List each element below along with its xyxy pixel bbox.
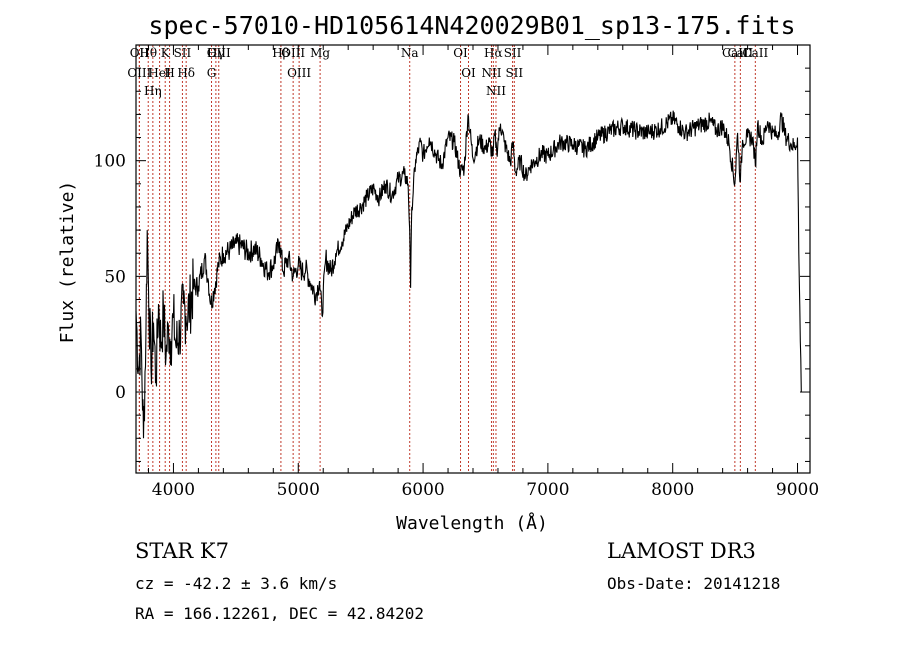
y-tick-label: 0 <box>115 383 126 403</box>
spectral-line-label: Na <box>401 46 419 60</box>
x-tick-label: 4000 <box>152 480 195 500</box>
spectral-line-label: OIII <box>281 46 305 60</box>
spectral-line-label: OIII <box>127 66 151 80</box>
spectral-line-label: CaII <box>722 46 748 60</box>
x-tick-label: 8000 <box>651 480 694 500</box>
y-tick-label: 50 <box>104 267 126 287</box>
spectral-line-label: OI <box>461 66 476 80</box>
spectral-line-label: CaII <box>727 46 753 60</box>
spectral-line-label: K <box>161 46 171 60</box>
spectral-line-label: OIII <box>207 46 231 60</box>
sky-coordinates: RA = 166.12261, DEC = 42.84202 <box>135 604 424 623</box>
spectral-line-label: OII <box>130 46 150 60</box>
object-class: STAR K7 <box>135 539 229 563</box>
spectral-line-label: Hβ <box>272 46 289 60</box>
redshift-cz: cz = -42.2 ± 3.6 km/s <box>135 574 338 593</box>
spectral-line-markers <box>138 45 756 473</box>
spectral-line-label: H <box>164 66 174 80</box>
x-tick-label: 5000 <box>277 480 320 500</box>
y-axis-label: Flux (relative) <box>57 181 78 344</box>
spectral-line-label: G <box>207 66 217 80</box>
x-tick-label: 6000 <box>401 480 444 500</box>
spectral-line-label: Mg <box>310 46 330 60</box>
spectral-line-label: OIII <box>287 66 311 80</box>
spectral-line-label: OI <box>453 46 468 60</box>
axis-ticks: 4000 5000 6000 7000 8000 9000 0 50 100 <box>94 45 819 500</box>
spectral-line-label: Hγ <box>207 46 225 60</box>
spectral-line-label: Hη <box>144 84 162 98</box>
spectral-line-label: Hθ <box>139 46 157 60</box>
spectral-line-label: NII <box>486 84 506 98</box>
observation-date: Obs-Date: 20141218 <box>607 574 781 593</box>
y-tick-label: 100 <box>94 152 126 172</box>
spectral-line-label: Hα <box>484 46 503 60</box>
flux-series-line <box>135 110 802 439</box>
spectral-line-label: CaII <box>742 46 768 60</box>
spectral-line-labels: HθOIIOIIIKHHeISIIHηHδOIIIHγGHβOIIIOIIIMg… <box>127 46 768 98</box>
spectral-line-label: SII <box>504 46 522 60</box>
x-axis-label: Wavelength (Å) <box>396 512 548 534</box>
spectral-line-label: NII <box>481 66 501 80</box>
chart-title: spec-57010-HD105614N420029B01_sp13-175.f… <box>148 11 795 40</box>
spectral-line-label: HeI <box>148 66 171 80</box>
spectral-line-label: Hδ <box>177 66 195 80</box>
plot-frame <box>135 44 811 474</box>
x-tick-label: 9000 <box>776 480 819 500</box>
survey-name: LAMOST DR3 <box>607 539 756 563</box>
x-tick-label: 7000 <box>526 480 569 500</box>
spectral-line-label: SII <box>174 46 192 60</box>
spectral-line-label: SII <box>505 66 523 80</box>
